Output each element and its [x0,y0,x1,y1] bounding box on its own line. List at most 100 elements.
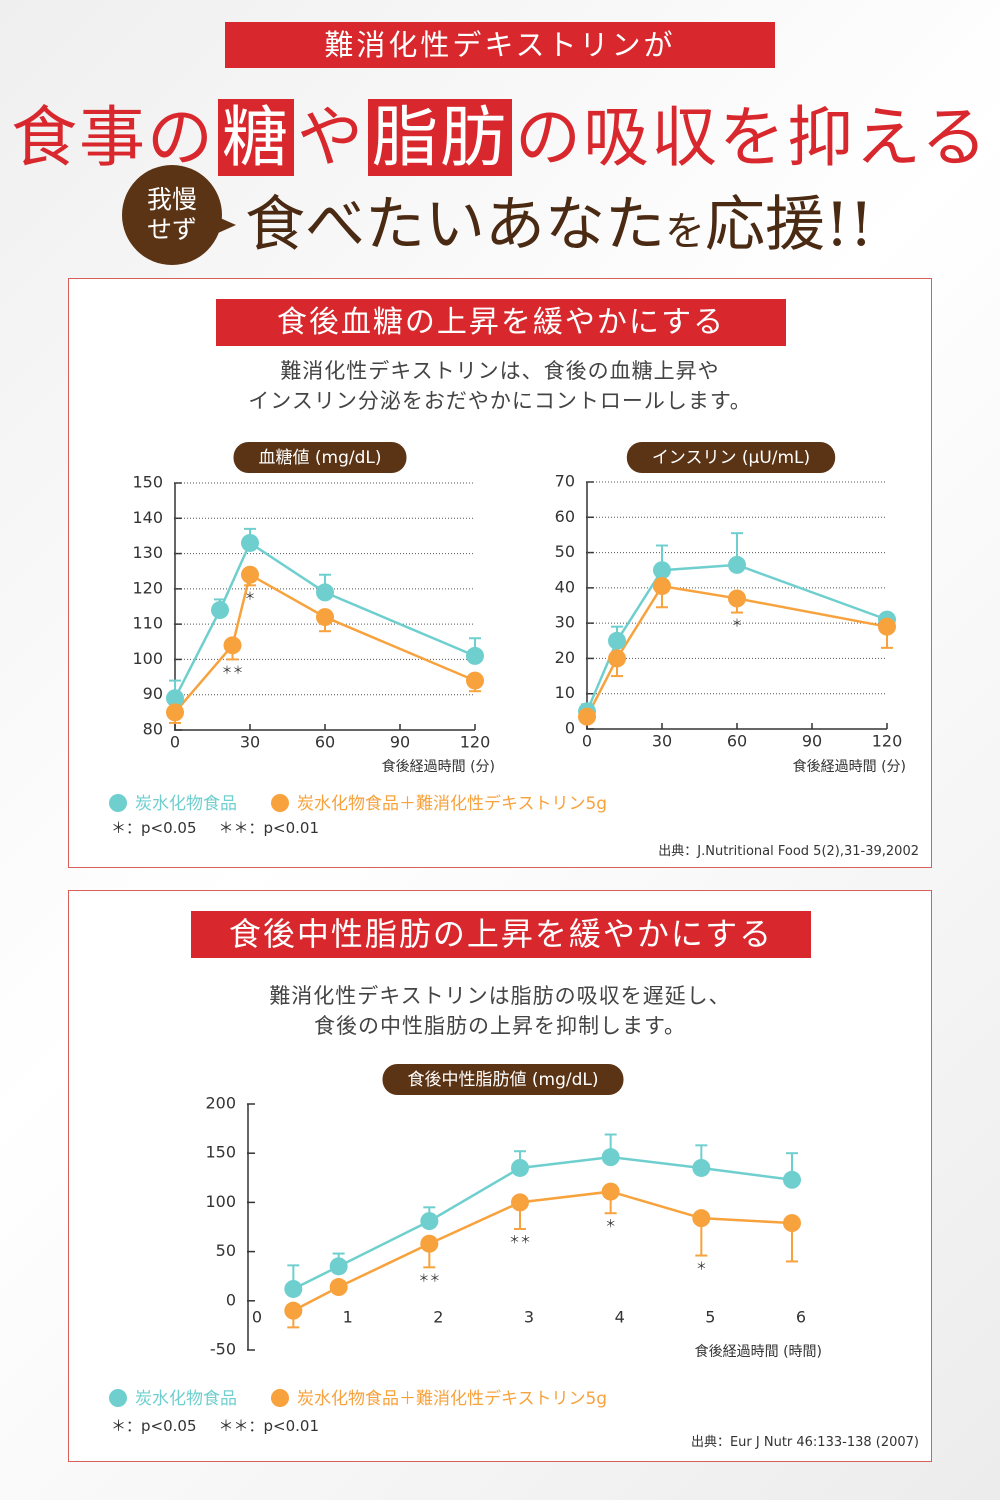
y-tick-label: 150 [205,1143,236,1162]
y-tick-label: 120 [132,578,163,597]
y-tick-label: 90 [143,684,163,703]
x-tick-label: 0 [252,1307,262,1326]
marker [284,1301,303,1320]
y-tick-label: 40 [555,577,575,596]
x-axis-label: 食後経過時間 (分) [793,758,906,775]
description-line: 難消化性デキストリンは、食後の血糖上昇や [280,359,720,383]
y-tick-label: 0 [226,1290,236,1309]
marker [241,533,259,552]
y-tick-label: 50 [555,542,575,561]
chart-title-pill [382,1064,624,1095]
x-tick-label: 60 [315,733,335,752]
headline-highlight: 糖 [217,99,294,176]
series-line [292,1155,793,1291]
x-tick-label: 90 [390,733,410,752]
bubble: 我慢 せず [122,165,236,265]
note: ＊：p<0.05 [111,819,197,837]
x-tick-label: 1 [343,1307,353,1326]
legend-marker [109,1389,127,1407]
marker [166,703,184,722]
x-tick-label: 6 [796,1307,806,1326]
y-tick-label: 110 [132,614,163,633]
chart-title-pill [626,442,836,473]
x-tick-label: 120 [460,733,491,752]
x-tick-label: 30 [240,733,260,752]
marker [166,689,184,708]
legend-label: 炭水化物食品＋難消化性デキストリン5g [297,794,608,814]
legend-marker [271,1389,289,1407]
significance: ＊＊ [418,1271,440,1284]
marker [511,1193,529,1212]
chart-title: 食後中性脂肪値 (mg/dL) [407,1070,598,1090]
x-tick-label: 3 [524,1307,534,1326]
legend-marker [109,794,127,812]
marker [316,583,334,602]
x-tick-label: 30 [652,732,672,751]
description-line: 難消化性デキストリンは脂肪の吸収を遅延し、 [269,984,731,1008]
bubble-line: せず [146,215,197,244]
x-tick-label: 60 [727,732,747,751]
bubble-line: 我慢 [146,185,197,214]
description: 難消化性デキストリンは脂肪の吸収を遅延し、 食後の中性脂肪の上昇を抑制します。 [69,981,931,1041]
marker [601,1148,620,1167]
y-tick-label: 50 [216,1241,236,1260]
marker [420,1234,439,1253]
significance: ＊＊ [222,663,244,676]
y-tick-label: 0 [565,719,575,738]
legend-marker [271,794,289,812]
marker [329,1278,348,1297]
y-tick-label: 200 [205,1094,236,1113]
tagline-part: 食べたいあなた [245,190,665,260]
note: ＊＊：p<0.01 [218,1417,320,1435]
marker [728,555,746,574]
section-title: 食後中性脂肪の上昇を緩やかにする [191,911,811,958]
y-tick-label: 30 [555,613,575,632]
legend-label: 炭水化物食品 [135,794,237,814]
notes: ＊：p<0.05 ＊＊：p<0.01 [111,817,319,838]
marker [692,1158,711,1177]
tagline-part: を [665,209,705,255]
marker [783,1214,801,1233]
x-tick-label: 90 [802,732,822,751]
marker [223,636,242,655]
marker [420,1212,439,1231]
significance: ＊ [245,589,256,602]
legend-item: 炭水化物食品＋難消化性デキストリン5g [271,789,607,814]
marker [316,608,334,627]
marker [728,589,746,608]
description-line: インスリン分泌をおだやかにコントロールします。 [248,389,752,413]
marker [601,1182,620,1201]
headline-highlight: 脂肪 [367,99,512,176]
marker [653,577,671,596]
headline: 食事の糖や脂肪 の吸収を抑える [0,84,1000,180]
chart-title-pill [233,442,407,473]
headline-part: 食事の [10,99,215,176]
y-tick-label: 140 [132,508,163,527]
y-tick-label: 60 [555,507,575,526]
tagline-part: 応援!! [705,190,874,260]
legend: 炭水化物食品 炭水化物食品＋難消化性デキストリン5g [109,1384,607,1409]
tagline: 食べたいあなたを応援!! [245,176,873,263]
x-tick-label: 120 [872,732,903,751]
marker [329,1257,348,1276]
marker [211,601,229,620]
legend-item: 炭水化物食品 [109,1384,237,1409]
significance: ＊ [605,1217,616,1230]
section-title: 食後血糖の上昇を緩やかにする [216,299,786,346]
legend-label: 炭水化物食品＋難消化性デキストリン5g [297,1389,608,1409]
marker [578,707,596,726]
x-tick-label: 0 [582,732,592,751]
significance: ＊ [732,617,743,630]
x-tick-label: 4 [615,1307,625,1326]
description: 難消化性デキストリンは、食後の血糖上昇やインスリン分泌をおだやかにコントロールし… [69,356,931,416]
note: ＊：p<0.05 [111,1417,197,1435]
y-tick-label: 100 [205,1192,236,1211]
y-tick-label: 20 [555,648,575,667]
y-tick-label: 80 [143,720,163,739]
marker [284,1279,303,1298]
marker [608,631,626,650]
description-line: 食後の中性脂肪の上昇を抑制します。 [314,1014,686,1038]
x-axis-label: 食後経過時間 (時間) [695,1343,822,1360]
marker [466,646,484,665]
